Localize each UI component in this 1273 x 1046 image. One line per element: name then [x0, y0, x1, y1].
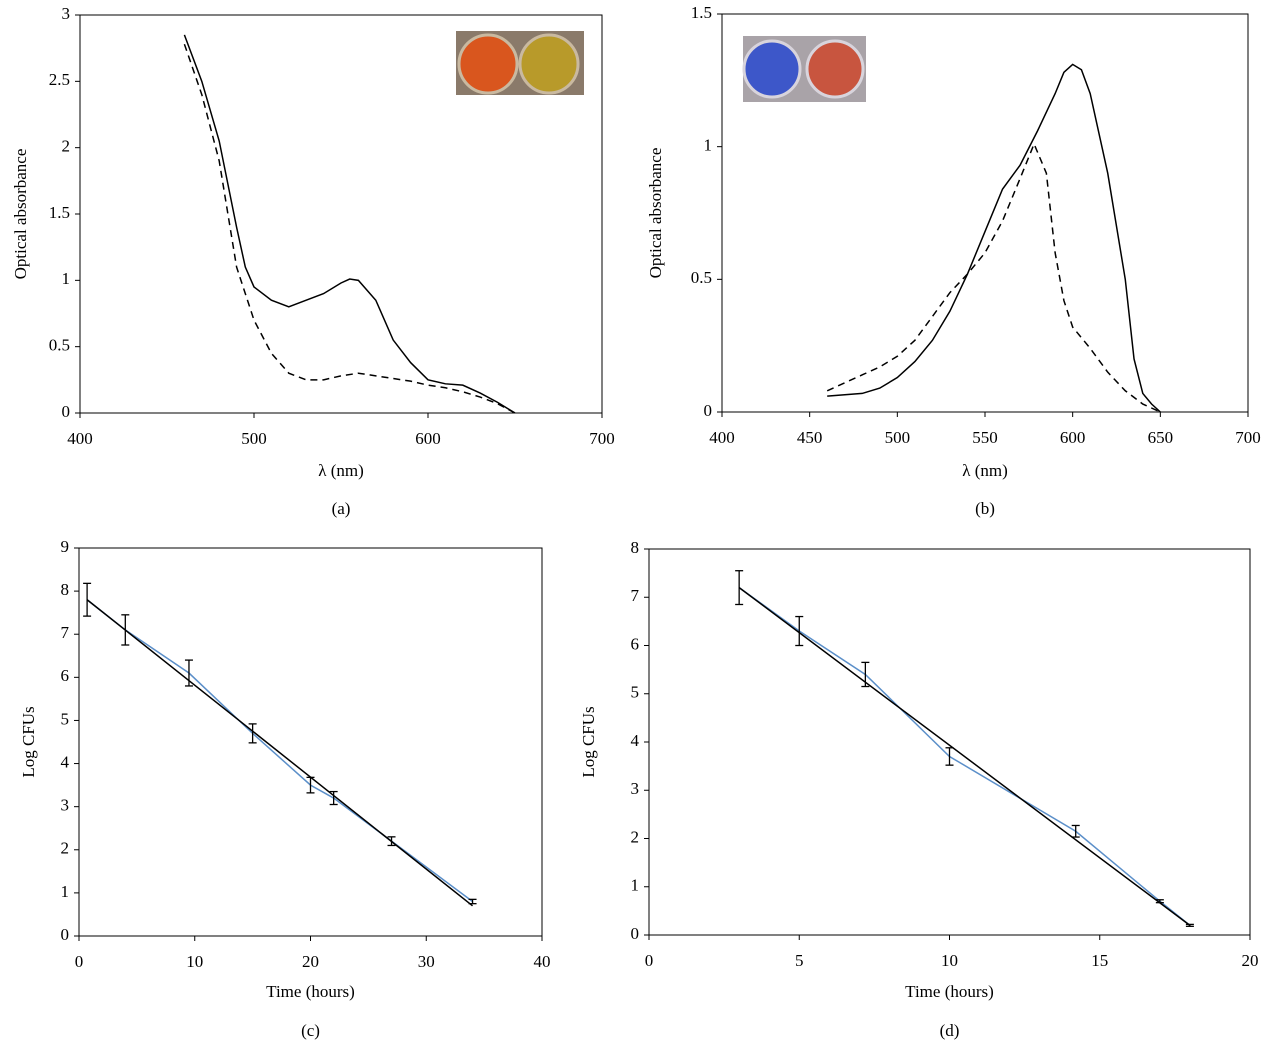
series-line: [827, 63, 1161, 413]
y-tick-label: 0: [631, 924, 640, 943]
y-tick-label: 5: [631, 683, 640, 702]
y-tick-label: 2: [631, 827, 640, 846]
plot-frame: [648, 548, 1251, 936]
error-bar: [1071, 824, 1080, 838]
x-tick-label: 15: [1091, 951, 1108, 970]
x-tick-label: 550: [972, 428, 998, 447]
x-tick-label: 500: [241, 429, 267, 448]
series-line: [86, 599, 474, 907]
y-tick-label: 0.5: [49, 336, 70, 355]
y-tick-label: 1: [704, 136, 713, 155]
x-tick-label: 650: [1148, 428, 1174, 447]
x-tick-label: 400: [67, 429, 93, 448]
y-tick-label: 5: [61, 709, 70, 728]
x-axis-label: λ (nm): [318, 461, 364, 480]
well: [742, 39, 802, 99]
panel-label: (b): [975, 499, 995, 518]
y-axis-label: Optical absorbance: [646, 148, 665, 279]
x-axis-label: Time (hours): [905, 982, 994, 1001]
panel-label: (a): [332, 499, 351, 518]
y-tick-label: 8: [631, 538, 640, 557]
inset-photo-a: [456, 31, 584, 95]
panel-label: (c): [301, 1021, 320, 1040]
well: [457, 33, 519, 95]
well: [805, 39, 865, 99]
y-tick-label: 0.5: [691, 268, 712, 287]
y-tick-label: 2: [62, 137, 71, 156]
y-tick-label: 1.5: [691, 3, 712, 22]
series-line: [738, 586, 1191, 926]
x-tick-label: 450: [797, 428, 823, 447]
error-bar: [184, 659, 193, 687]
y-tick-label: 2.5: [49, 70, 70, 89]
x-tick-label: 700: [1235, 428, 1261, 447]
x-tick-label: 600: [1060, 428, 1086, 447]
x-tick-label: 500: [885, 428, 911, 447]
y-tick-label: 1: [61, 882, 70, 901]
y-axis-label: Optical absorbance: [11, 149, 30, 280]
x-tick-label: 700: [589, 429, 615, 448]
y-tick-label: 3: [62, 4, 71, 23]
x-tick-label: 40: [534, 952, 551, 971]
y-tick-label: 4: [61, 752, 70, 771]
y-tick-label: 0: [62, 402, 71, 421]
y-tick-label: 4: [631, 731, 640, 750]
error-bar: [945, 747, 954, 766]
y-axis-label: Log CFUs: [19, 706, 38, 777]
error-bar: [248, 723, 257, 744]
series-line: [183, 34, 516, 414]
x-tick-label: 30: [418, 952, 435, 971]
y-tick-label: 0: [61, 925, 70, 944]
x-tick-label: 400: [709, 428, 735, 447]
x-tick-label: 10: [941, 951, 958, 970]
x-tick-label: 0: [645, 951, 654, 970]
y-tick-label: 1: [631, 876, 640, 895]
y-tick-label: 9: [61, 537, 70, 556]
x-axis-label: λ (nm): [962, 461, 1008, 480]
y-axis-label: Log CFUs: [579, 706, 598, 777]
x-tick-label: 20: [302, 952, 319, 971]
x-tick-label: 0: [75, 952, 84, 971]
x-tick-label: 20: [1242, 951, 1259, 970]
error-bar: [329, 790, 338, 806]
y-tick-label: 1: [62, 269, 71, 288]
y-tick-label: 8: [61, 580, 70, 599]
y-tick-label: 7: [61, 623, 70, 642]
y-tick-label: 3: [631, 779, 640, 798]
error-bar: [795, 615, 804, 647]
x-tick-label: 5: [795, 951, 804, 970]
y-tick-label: 7: [631, 586, 640, 605]
x-tick-label: 600: [415, 429, 441, 448]
well: [518, 33, 580, 95]
inset-photo-b: [742, 36, 866, 102]
y-tick-label: 3: [61, 796, 70, 815]
y-tick-label: 2: [61, 839, 70, 858]
series-line: [183, 43, 516, 414]
y-tick-label: 1.5: [49, 203, 70, 222]
x-tick-label: 10: [186, 952, 203, 971]
y-tick-label: 6: [61, 666, 70, 685]
plot-frame: [78, 547, 543, 937]
x-axis-label: Time (hours): [266, 982, 355, 1001]
series-line: [826, 142, 1161, 413]
y-tick-label: 6: [631, 634, 640, 653]
panel-label: (d): [940, 1021, 960, 1040]
y-tick-label: 0: [704, 401, 713, 420]
